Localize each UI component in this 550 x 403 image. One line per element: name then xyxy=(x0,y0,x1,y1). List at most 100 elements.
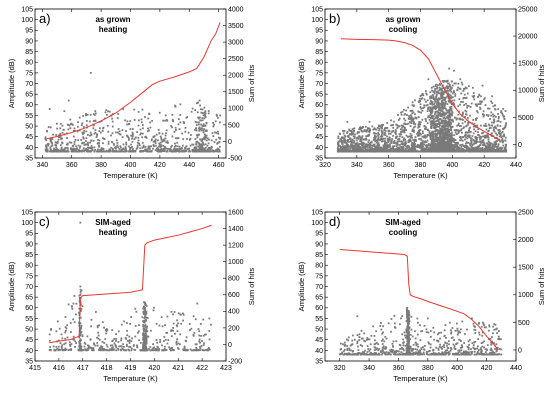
hit-point xyxy=(429,150,432,153)
hit-point xyxy=(201,117,204,119)
hit-point xyxy=(415,140,417,142)
hit-point xyxy=(67,128,70,131)
hit-point xyxy=(125,141,127,144)
hit-point xyxy=(451,137,454,140)
hit-point xyxy=(419,143,422,146)
hit-point xyxy=(411,109,414,112)
hit-point xyxy=(111,120,114,123)
hit-point xyxy=(460,145,463,148)
hit-point xyxy=(199,345,202,348)
hit-point xyxy=(457,142,460,145)
hit-point xyxy=(424,126,427,129)
hit-point xyxy=(502,140,504,142)
hit-point xyxy=(487,149,490,152)
hit-point xyxy=(430,112,433,115)
hit-point xyxy=(377,138,379,141)
hit-point xyxy=(99,150,102,153)
hit-point xyxy=(414,145,416,148)
hit-point xyxy=(392,148,395,151)
hit-point xyxy=(482,150,485,153)
hit-point xyxy=(341,147,344,150)
hit-point xyxy=(497,150,500,153)
hit-point xyxy=(434,130,437,133)
y-tick-label: 80 xyxy=(315,60,323,67)
hit-point xyxy=(461,139,464,142)
hit-point xyxy=(492,113,494,116)
y-tick-label: 95 xyxy=(315,28,323,35)
hit-point xyxy=(98,144,100,147)
hit-point xyxy=(204,116,207,119)
hit-point xyxy=(45,146,48,149)
hit-point xyxy=(403,113,406,116)
hit-point xyxy=(92,113,95,116)
hit-point xyxy=(491,121,493,124)
hit-point xyxy=(494,145,497,148)
hit-point xyxy=(73,127,76,130)
hit-point xyxy=(472,92,475,94)
hit-point xyxy=(446,103,449,105)
hit-point xyxy=(138,339,140,342)
hit-point xyxy=(81,335,84,338)
hit-point xyxy=(195,124,198,126)
hit-point xyxy=(429,114,432,116)
hit-point xyxy=(146,325,148,328)
hit-point xyxy=(194,109,197,111)
hit-point xyxy=(417,123,420,126)
hit-point xyxy=(115,131,117,134)
hit-point xyxy=(174,142,176,145)
hit-point xyxy=(438,109,441,112)
hit-point xyxy=(84,140,87,143)
hit-point xyxy=(170,329,173,332)
hit-point xyxy=(81,334,84,337)
hit-point xyxy=(360,141,363,144)
hit-point xyxy=(115,346,118,349)
hit-point xyxy=(204,333,206,336)
hit-point xyxy=(436,100,439,103)
hit-point xyxy=(355,142,358,145)
hit-point xyxy=(414,125,417,128)
y-tick-label: 90 xyxy=(315,38,323,45)
hit-point xyxy=(202,344,205,346)
hit-point xyxy=(394,129,397,132)
hit-point xyxy=(396,127,399,129)
hit-point xyxy=(503,133,505,136)
hit-point xyxy=(404,148,407,150)
hit-point xyxy=(364,138,367,141)
hit-point xyxy=(451,114,453,117)
hit-point xyxy=(439,142,442,144)
hit-point xyxy=(422,107,424,109)
hit-point xyxy=(201,142,204,145)
hit-point xyxy=(410,150,413,153)
hit-point xyxy=(85,137,88,140)
hit-point xyxy=(50,329,52,331)
hit-point xyxy=(53,147,56,150)
hit-point xyxy=(217,116,219,119)
hit-point xyxy=(202,125,205,127)
hit-point xyxy=(486,142,489,145)
hit-point xyxy=(133,344,135,346)
hit-point xyxy=(58,136,60,139)
hit-point xyxy=(386,139,389,142)
hit-point xyxy=(137,136,140,139)
hit-point xyxy=(101,321,104,324)
hit-point xyxy=(429,103,432,106)
hit-point xyxy=(421,109,424,112)
hit-point xyxy=(351,147,354,149)
hit-point xyxy=(415,150,418,153)
hit-point xyxy=(96,336,98,339)
hit-point xyxy=(387,138,389,140)
hit-point xyxy=(468,134,471,137)
hit-point xyxy=(363,150,366,153)
hit-point xyxy=(172,120,174,123)
hit-point xyxy=(427,116,429,119)
hit-point xyxy=(472,125,475,128)
hit-point xyxy=(475,104,478,107)
hit-point xyxy=(501,138,504,140)
hit-point xyxy=(159,148,162,151)
hit-point xyxy=(56,348,59,350)
hit-point xyxy=(448,111,451,114)
hit-point xyxy=(217,141,220,144)
hit-point xyxy=(457,86,460,89)
hit-point xyxy=(469,106,472,108)
hit-point xyxy=(403,126,406,129)
